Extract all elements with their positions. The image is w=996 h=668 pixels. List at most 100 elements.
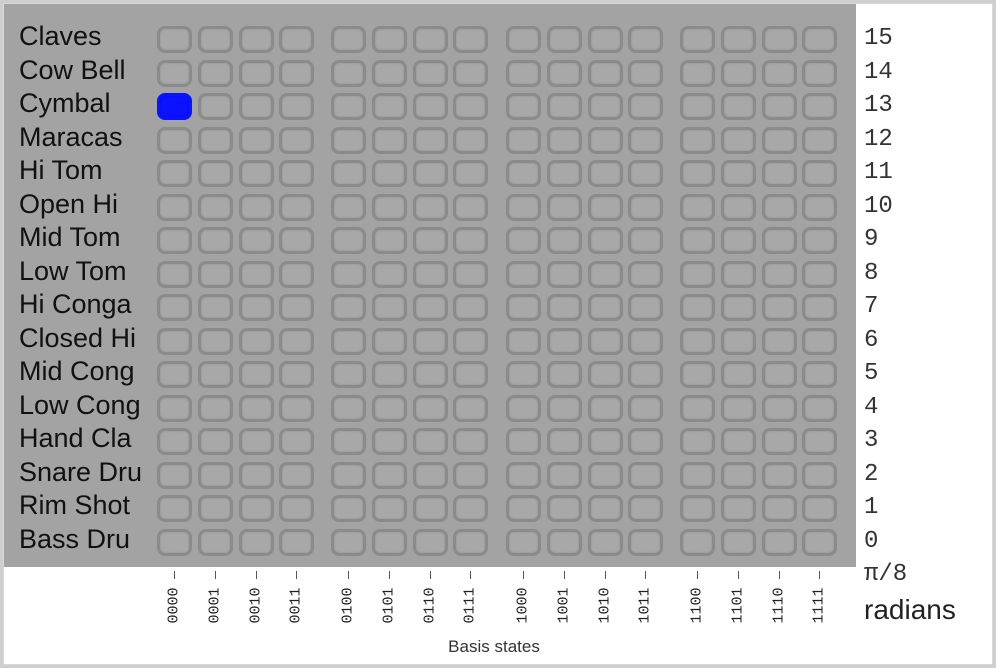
- step-cell[interactable]: [197, 428, 233, 455]
- step-cell[interactable]: [506, 160, 541, 187]
- step-cell[interactable]: [157, 428, 192, 455]
- step-cell[interactable]: [238, 394, 274, 422]
- step-cell[interactable]: [412, 93, 448, 120]
- step-cell[interactable]: [412, 361, 448, 388]
- step-cell[interactable]: [720, 528, 756, 556]
- step-cell[interactable]: [680, 327, 715, 355]
- step-cell[interactable]: [279, 294, 315, 321]
- step-cell[interactable]: [412, 227, 448, 254]
- step-cell[interactable]: [761, 294, 797, 321]
- step-cell[interactable]: [720, 160, 756, 187]
- step-cell[interactable]: [587, 461, 623, 489]
- step-cell[interactable]: [587, 227, 623, 254]
- step-cell[interactable]: [331, 126, 366, 154]
- step-cell[interactable]: [279, 528, 315, 556]
- step-cell[interactable]: [761, 59, 797, 87]
- step-cell[interactable]: [802, 193, 838, 221]
- step-cell[interactable]: [238, 294, 274, 321]
- step-cell[interactable]: [453, 59, 489, 87]
- step-cell[interactable]: [546, 327, 582, 355]
- step-cell[interactable]: [238, 160, 274, 187]
- step-cell[interactable]: [331, 394, 366, 422]
- step-cell[interactable]: [680, 294, 715, 321]
- step-cell[interactable]: [506, 227, 541, 254]
- step-cell[interactable]: [546, 227, 582, 254]
- step-cell[interactable]: [453, 327, 489, 355]
- step-cell[interactable]: [720, 126, 756, 154]
- step-cell[interactable]: [197, 227, 233, 254]
- step-cell[interactable]: [506, 126, 541, 154]
- step-cell[interactable]: [761, 193, 797, 221]
- step-cell[interactable]: [587, 428, 623, 455]
- step-cell[interactable]: [761, 528, 797, 556]
- step-cell[interactable]: [802, 126, 838, 154]
- step-cell[interactable]: [680, 394, 715, 422]
- step-cell[interactable]: [371, 294, 407, 321]
- step-cell[interactable]: [197, 327, 233, 355]
- step-cell[interactable]: [587, 294, 623, 321]
- step-cell[interactable]: [371, 361, 407, 388]
- step-cell[interactable]: [546, 193, 582, 221]
- step-cell[interactable]: [197, 93, 233, 120]
- step-cell[interactable]: [628, 26, 664, 53]
- step-cell[interactable]: [546, 126, 582, 154]
- step-cell[interactable]: [546, 26, 582, 53]
- step-cell[interactable]: [412, 495, 448, 522]
- step-cell[interactable]: [157, 361, 192, 388]
- step-cell[interactable]: [331, 428, 366, 455]
- step-cell[interactable]: [197, 528, 233, 556]
- step-cell[interactable]: [680, 495, 715, 522]
- step-cell[interactable]: [331, 26, 366, 53]
- step-cell[interactable]: [371, 26, 407, 53]
- step-cell[interactable]: [453, 294, 489, 321]
- step-cell[interactable]: [761, 394, 797, 422]
- step-cell[interactable]: [720, 260, 756, 288]
- step-cell[interactable]: [453, 428, 489, 455]
- step-cell[interactable]: [587, 495, 623, 522]
- step-cell[interactable]: [546, 93, 582, 120]
- step-cell[interactable]: [371, 160, 407, 187]
- step-cell[interactable]: [546, 495, 582, 522]
- step-cell[interactable]: [761, 227, 797, 254]
- step-cell[interactable]: [546, 294, 582, 321]
- step-cell[interactable]: [371, 93, 407, 120]
- step-cell[interactable]: [453, 126, 489, 154]
- step-cell[interactable]: [587, 361, 623, 388]
- step-cell[interactable]: [720, 361, 756, 388]
- step-cell[interactable]: [453, 495, 489, 522]
- step-cell[interactable]: [412, 394, 448, 422]
- step-cell[interactable]: [546, 59, 582, 87]
- step-cell[interactable]: [197, 193, 233, 221]
- step-cell[interactable]: [587, 93, 623, 120]
- step-cell[interactable]: [720, 327, 756, 355]
- step-cell[interactable]: [506, 93, 541, 120]
- step-cell[interactable]: [761, 126, 797, 154]
- step-cell[interactable]: [412, 193, 448, 221]
- step-cell[interactable]: [453, 260, 489, 288]
- step-cell[interactable]: [157, 394, 192, 422]
- step-cell[interactable]: [412, 428, 448, 455]
- step-cell[interactable]: [238, 495, 274, 522]
- step-cell[interactable]: [506, 394, 541, 422]
- step-cell[interactable]: [279, 193, 315, 221]
- step-cell[interactable]: [412, 126, 448, 154]
- step-cell[interactable]: [331, 528, 366, 556]
- step-cell[interactable]: [331, 361, 366, 388]
- step-cell[interactable]: [802, 26, 838, 53]
- step-cell[interactable]: [371, 227, 407, 254]
- step-cell[interactable]: [279, 428, 315, 455]
- step-cell[interactable]: [802, 528, 838, 556]
- step-cell[interactable]: [680, 59, 715, 87]
- step-cell[interactable]: [197, 59, 233, 87]
- step-cell[interactable]: [412, 160, 448, 187]
- step-cell[interactable]: [412, 528, 448, 556]
- step-cell[interactable]: [628, 428, 664, 455]
- step-cell[interactable]: [453, 193, 489, 221]
- step-cell[interactable]: [371, 528, 407, 556]
- step-cell[interactable]: [761, 461, 797, 489]
- step-cell[interactable]: [412, 260, 448, 288]
- step-cell[interactable]: [802, 361, 838, 388]
- step-cell[interactable]: [157, 294, 192, 321]
- step-cell[interactable]: [628, 461, 664, 489]
- step-cell[interactable]: [720, 59, 756, 87]
